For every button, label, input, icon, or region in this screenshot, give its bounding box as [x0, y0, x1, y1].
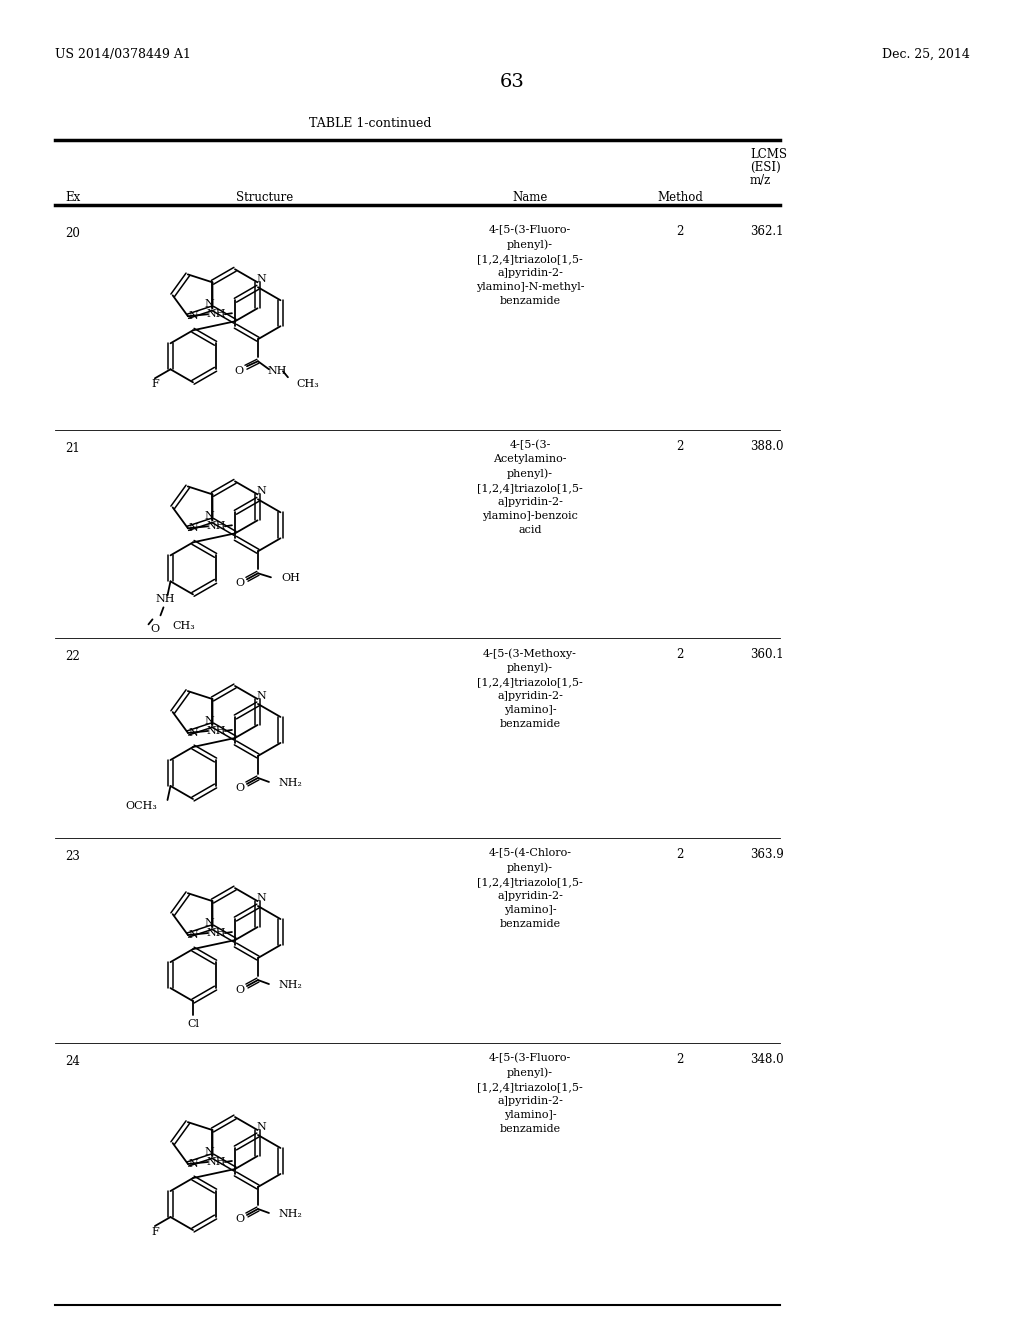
Text: OCH₃: OCH₃ — [126, 801, 158, 810]
Text: N: N — [205, 715, 214, 726]
Text: O: O — [236, 783, 245, 793]
Text: (ESI): (ESI) — [750, 161, 780, 174]
Text: NH: NH — [156, 594, 175, 605]
Text: 363.9: 363.9 — [750, 847, 783, 861]
Text: O: O — [236, 578, 245, 589]
Text: 2: 2 — [676, 1053, 684, 1067]
Text: N: N — [188, 1159, 198, 1170]
Text: O: O — [236, 1214, 245, 1224]
Text: N: N — [205, 1147, 214, 1156]
Text: 388.0: 388.0 — [750, 440, 783, 453]
Text: 4-[5-(4-Chloro-
phenyl)-
[1,2,4]triazolo[1,5-
a]pyridin-2-
ylamino]-
benzamide: 4-[5-(4-Chloro- phenyl)- [1,2,4]triazolo… — [477, 847, 583, 929]
Text: LCMS: LCMS — [750, 148, 787, 161]
Text: N: N — [205, 300, 214, 309]
Text: N: N — [257, 690, 266, 701]
Text: NH₂: NH₂ — [279, 777, 303, 788]
Text: CH₃: CH₃ — [296, 379, 318, 389]
Text: O: O — [150, 624, 159, 635]
Text: 24: 24 — [65, 1055, 80, 1068]
Text: F: F — [151, 1228, 159, 1237]
Text: NH: NH — [206, 726, 225, 737]
Text: Name: Name — [512, 191, 548, 205]
Text: NH: NH — [206, 928, 225, 939]
Text: N: N — [188, 312, 198, 321]
Text: US 2014/0378449 A1: US 2014/0378449 A1 — [55, 48, 190, 61]
Text: O: O — [234, 366, 244, 376]
Text: Ex: Ex — [65, 191, 80, 205]
Text: N: N — [188, 523, 198, 533]
Text: 2: 2 — [676, 847, 684, 861]
Text: NH: NH — [206, 309, 225, 319]
Text: CH₃: CH₃ — [172, 622, 196, 631]
Text: NH: NH — [267, 366, 287, 376]
Text: O: O — [236, 985, 245, 995]
Text: 2: 2 — [676, 440, 684, 453]
Text: F: F — [151, 379, 159, 389]
Text: N: N — [205, 511, 214, 521]
Text: Dec. 25, 2014: Dec. 25, 2014 — [882, 48, 970, 61]
Text: N: N — [257, 275, 266, 284]
Text: TABLE 1-continued: TABLE 1-continued — [309, 117, 431, 129]
Text: 2: 2 — [676, 224, 684, 238]
Text: Structure: Structure — [237, 191, 294, 205]
Text: 362.1: 362.1 — [750, 224, 783, 238]
Text: N: N — [257, 1122, 266, 1133]
Text: 4-[5-(3-Fluoro-
phenyl)-
[1,2,4]triazolo[1,5-
a]pyridin-2-
ylamino]-
benzamide: 4-[5-(3-Fluoro- phenyl)- [1,2,4]triazolo… — [477, 1053, 583, 1134]
Text: Cl: Cl — [187, 1019, 199, 1030]
Text: NH: NH — [206, 521, 225, 532]
Text: NH₂: NH₂ — [279, 979, 303, 990]
Text: 21: 21 — [65, 442, 80, 455]
Text: 4-[5-(3-
Acetylamino-
phenyl)-
[1,2,4]triazolo[1,5-
a]pyridin-2-
ylamino]-benzoi: 4-[5-(3- Acetylamino- phenyl)- [1,2,4]tr… — [477, 440, 583, 535]
Text: 360.1: 360.1 — [750, 648, 783, 661]
Text: N: N — [188, 727, 198, 738]
Text: 4-[5-(3-Fluoro-
phenyl)-
[1,2,4]triazolo[1,5-
a]pyridin-2-
ylamino]-N-methyl-
be: 4-[5-(3-Fluoro- phenyl)- [1,2,4]triazolo… — [476, 224, 585, 306]
Text: 4-[5-(3-Methoxy-
phenyl)-
[1,2,4]triazolo[1,5-
a]pyridin-2-
ylamino]-
benzamide: 4-[5-(3-Methoxy- phenyl)- [1,2,4]triazol… — [477, 648, 583, 730]
Text: 348.0: 348.0 — [750, 1053, 783, 1067]
Text: N: N — [257, 894, 266, 903]
Text: N: N — [205, 917, 214, 928]
Text: 22: 22 — [65, 649, 80, 663]
Text: 2: 2 — [676, 648, 684, 661]
Text: m/z: m/z — [750, 174, 771, 187]
Text: OH: OH — [281, 573, 300, 583]
Text: N: N — [257, 486, 266, 496]
Text: NH: NH — [206, 1158, 225, 1167]
Text: NH₂: NH₂ — [279, 1209, 303, 1218]
Text: 63: 63 — [500, 73, 524, 91]
Text: N: N — [188, 931, 198, 940]
Text: 20: 20 — [65, 227, 80, 240]
Text: 23: 23 — [65, 850, 80, 863]
Text: Method: Method — [657, 191, 702, 205]
